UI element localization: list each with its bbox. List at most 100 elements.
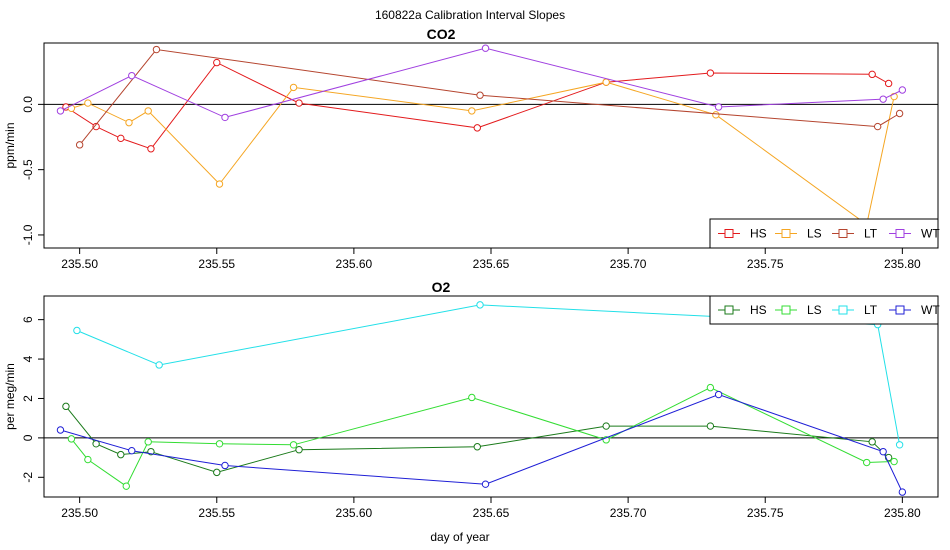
data-point [221, 113, 229, 122]
legend-swatch [895, 229, 905, 238]
data-point [706, 69, 715, 77]
legend-swatch [781, 305, 791, 315]
legend-swatch [895, 305, 905, 315]
data-point [712, 111, 720, 119]
y-tick-label: 6 [21, 316, 35, 323]
data-point [128, 446, 136, 455]
x-tick-label: 235.65 [473, 506, 510, 520]
series-line [60, 47, 903, 118]
data-point [75, 141, 84, 149]
data-point [602, 422, 610, 430]
data-point [213, 468, 221, 477]
x-tick-label: 235.70 [610, 257, 647, 271]
figure-title: 160822a Calibration Interval Slopes [375, 8, 565, 22]
series-line [79, 48, 900, 146]
legend-label: LS [807, 303, 822, 317]
data-point [215, 440, 224, 448]
data-point [868, 70, 876, 79]
data-point [67, 435, 76, 443]
data-point [890, 457, 898, 466]
x-tick-label: 235.50 [61, 506, 98, 520]
data-point [84, 99, 92, 107]
data-point [879, 447, 887, 456]
series-lt [73, 301, 904, 449]
legend-label: LT [864, 227, 878, 241]
y-tick-label: -0.5 [21, 159, 35, 180]
series-hs [62, 402, 893, 477]
legend-label: HS [750, 227, 767, 241]
series-wt [56, 390, 907, 496]
data-point [868, 438, 876, 446]
data-point [117, 134, 125, 143]
legend-label: WT [921, 227, 940, 241]
o2-panel: O2 per meg/min 235.50 235.55 235.60 235.65 235… [3, 279, 940, 520]
x-tick-label: 235.60 [336, 257, 373, 271]
data-point [602, 78, 610, 86]
series-hs [62, 58, 893, 153]
y-tick-label: 2 [21, 395, 35, 402]
data-point [295, 99, 303, 107]
legend-label: WT [921, 303, 940, 317]
x-tick-label: 235.55 [198, 257, 235, 271]
series-wt [56, 44, 907, 122]
data-point [128, 71, 136, 80]
plot-frame [43, 295, 939, 498]
legend-swatch [724, 305, 734, 315]
data-point [714, 390, 723, 399]
data-point [56, 426, 65, 434]
data-point [873, 122, 882, 131]
x-tick-label: 235.75 [747, 257, 784, 271]
y-axis-label: per meg/min [3, 363, 17, 430]
data-point [92, 440, 100, 448]
data-point [73, 326, 81, 335]
plot-area [56, 301, 907, 496]
legend-label: LS [807, 227, 822, 241]
data-point [473, 124, 481, 132]
data-point [221, 461, 229, 470]
y-tick-label: -1.0 [21, 224, 35, 245]
legend-label: HS [750, 303, 767, 317]
data-point [144, 107, 152, 115]
y-tick-label: 4 [21, 355, 35, 362]
y-tick-label: -2 [21, 472, 35, 483]
x-tick-label: 235.75 [747, 506, 784, 520]
y-axis-label: ppm/min [3, 122, 17, 168]
data-point [884, 79, 893, 88]
x-tick-label: 235.60 [336, 506, 373, 520]
x-tick-label: 235.70 [610, 506, 647, 520]
data-point [898, 86, 907, 94]
data-point [56, 107, 65, 115]
data-point [706, 422, 715, 430]
data-point [895, 109, 904, 118]
co2-panel: CO2 ppm/min 235.50 235.55 235.60 235.65 235.70… [3, 26, 940, 271]
legend-swatch [838, 305, 848, 315]
series-ls [67, 78, 898, 229]
x-tick-label: 235.55 [198, 506, 235, 520]
data-point [62, 402, 70, 411]
data-point [125, 118, 133, 127]
plot-area [56, 44, 907, 229]
data-point [473, 443, 481, 451]
data-point [295, 446, 303, 454]
data-point [147, 145, 155, 153]
data-point [215, 180, 224, 188]
data-point [879, 95, 887, 103]
data-point [481, 44, 490, 52]
data-point [862, 458, 871, 467]
data-point [289, 83, 298, 92]
x-axis-label: day of year [430, 530, 489, 544]
data-point [152, 45, 161, 54]
data-point [895, 441, 904, 449]
legend: HS LS LT WT [709, 218, 940, 249]
data-point [144, 438, 152, 446]
data-point [468, 107, 476, 115]
legend-label: LT [864, 303, 878, 317]
series-line [65, 406, 889, 473]
data-point [476, 91, 484, 99]
data-point [476, 301, 484, 309]
data-point [117, 450, 125, 459]
x-tick-label: 235.80 [884, 506, 921, 520]
data-point [706, 383, 715, 392]
x-tick-label: 235.65 [473, 257, 510, 271]
